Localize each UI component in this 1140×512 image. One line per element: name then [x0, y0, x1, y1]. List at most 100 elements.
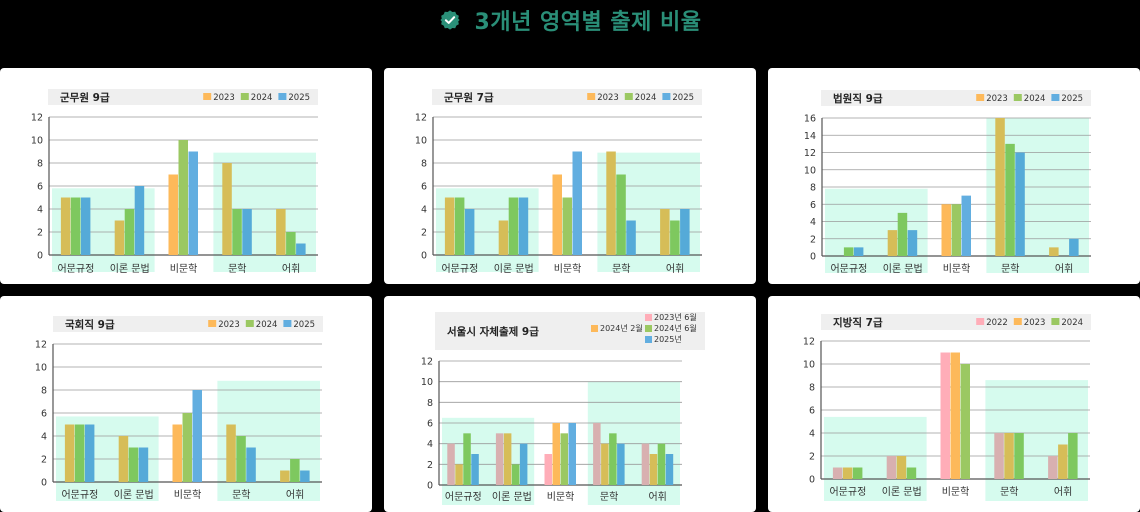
bar: [896, 456, 907, 479]
bar: [852, 467, 863, 479]
bar: [832, 467, 843, 479]
bar: [463, 433, 471, 485]
y-tick-label: 10: [415, 136, 427, 147]
y-tick-label: 8: [421, 159, 427, 170]
chart-card-gunmuwon-9: 군무원 9급 2025 2024 2023 0 2 4 6 8 10 12 어문규정 이론 문법 비문학 문…: [0, 68, 372, 284]
legend-label: 2024: [1024, 94, 1046, 104]
x-category-label: 문학: [612, 263, 630, 275]
bar: [124, 209, 135, 255]
y-tick-label: 6: [41, 409, 47, 420]
bar: [572, 151, 582, 255]
bars: [64, 390, 310, 482]
legend-label: 2023: [597, 93, 619, 103]
bar-chart: 군무원 9급 2025 2024 2023 0 2 4 6 8 10 12 어문규정 이론 문법 비문학 문…: [31, 89, 318, 275]
x-category-label: 비문학: [943, 263, 971, 275]
chart-card-court-9: 법원직 9급 2025 2024 2023 0 2 4 6 8 10 12 14 16 어문규정 이론 문법…: [768, 68, 1140, 284]
bar: [172, 424, 182, 482]
bar: [1069, 238, 1079, 256]
chart-legend: 2025 2024 2023: [976, 94, 1083, 104]
x-category-label: 문학: [228, 263, 246, 275]
y-tick-label: 16: [804, 114, 816, 125]
y-tick-label: 8: [41, 386, 47, 397]
bar: [84, 424, 95, 482]
bar: [649, 454, 658, 485]
chart-header: 군무원 7급: [432, 89, 702, 105]
x-category-label: 비문학: [942, 486, 970, 498]
y-tick-label: 10: [421, 377, 433, 388]
chart-legend: 2025 2024 2023: [587, 93, 694, 103]
bar: [242, 209, 252, 255]
bar: [897, 212, 908, 256]
y-tick-label: 2: [41, 455, 47, 466]
bar: [246, 447, 256, 482]
bar: [562, 197, 572, 255]
page-header: 3개년 영역별 출제 비율: [0, 0, 1140, 40]
legend-label: 2024: [1061, 318, 1083, 328]
y-tick-label: 2: [810, 234, 816, 245]
y-tick-label: 8: [809, 383, 815, 394]
bar: [552, 174, 562, 255]
y-tick-label: 8: [37, 159, 43, 170]
chart-legend: 2024 2023 2022: [976, 318, 1083, 328]
bar: [601, 443, 609, 485]
bar: [1015, 152, 1025, 256]
bar: [1048, 456, 1058, 479]
y-tick-label: 14: [804, 131, 816, 142]
y-tick-label: 2: [809, 452, 815, 463]
bar: [617, 443, 625, 485]
bar: [232, 209, 242, 255]
bar: [886, 456, 897, 479]
x-category-label: 이론 문법: [882, 486, 922, 498]
bar: [657, 443, 666, 485]
chart-title: 국회직 9급: [65, 318, 115, 331]
bar: [680, 209, 690, 255]
bar: [498, 220, 509, 255]
bar: [560, 433, 568, 485]
legend-label: 2024: [635, 93, 657, 103]
chart-card-local-7: 지방직 7급 2024 2023 2022 0 2 4 6 8 10 12 어문규정 이론 문법 비문학 문…: [768, 296, 1140, 512]
x-category-label: 문학: [232, 489, 250, 501]
bar: [70, 197, 81, 255]
x-category-label: 이론 문법: [883, 263, 923, 275]
y-tick-label: 0: [427, 481, 433, 492]
bars: [832, 352, 1078, 479]
bar: [887, 230, 898, 256]
bar: [300, 470, 310, 482]
legend-label: 2023: [1024, 318, 1046, 328]
bar: [940, 352, 950, 479]
y-tick-label: 0: [810, 252, 816, 263]
bar: [495, 433, 504, 485]
legend-label: 2024년 2월: [600, 323, 643, 333]
bar: [222, 163, 232, 255]
bar: [995, 118, 1005, 256]
bar: [168, 174, 178, 255]
bar: [296, 243, 306, 255]
y-tick-label: 10: [35, 363, 47, 374]
y-tick-label: 4: [37, 205, 43, 216]
bar: [950, 352, 960, 479]
x-category-label: 어문규정: [830, 263, 867, 275]
x-category-label: 이론 문법: [494, 263, 534, 275]
x-category-label: 어휘: [648, 491, 666, 503]
bar: [518, 197, 529, 255]
legend-label: 2023년 6월: [654, 312, 697, 322]
y-tick-label: 2: [37, 228, 43, 239]
page-title: 3개년 영역별 출제 비율: [474, 10, 702, 35]
bar: [503, 433, 512, 485]
y-tick-label: 12: [804, 148, 816, 159]
x-category-label: 어휘: [666, 263, 684, 275]
x-category-label: 어문규정: [445, 491, 482, 503]
legend-label: 2024: [251, 93, 273, 103]
verified-check-badge-icon: [439, 9, 461, 31]
highlight-zone: [824, 416, 927, 501]
y-tick-label: 10: [804, 165, 816, 176]
chart-title: 서울시 자체출제 9급: [447, 325, 539, 338]
legend-label: 2023: [218, 320, 240, 330]
bars: [444, 151, 690, 255]
bar: [236, 436, 246, 482]
y-tick-label: 0: [37, 251, 43, 262]
bar: [444, 197, 455, 255]
y-tick-label: 4: [421, 205, 427, 216]
chart-title: 군무원 7급: [444, 91, 494, 104]
chart-header: 국회직 9급: [53, 316, 323, 332]
